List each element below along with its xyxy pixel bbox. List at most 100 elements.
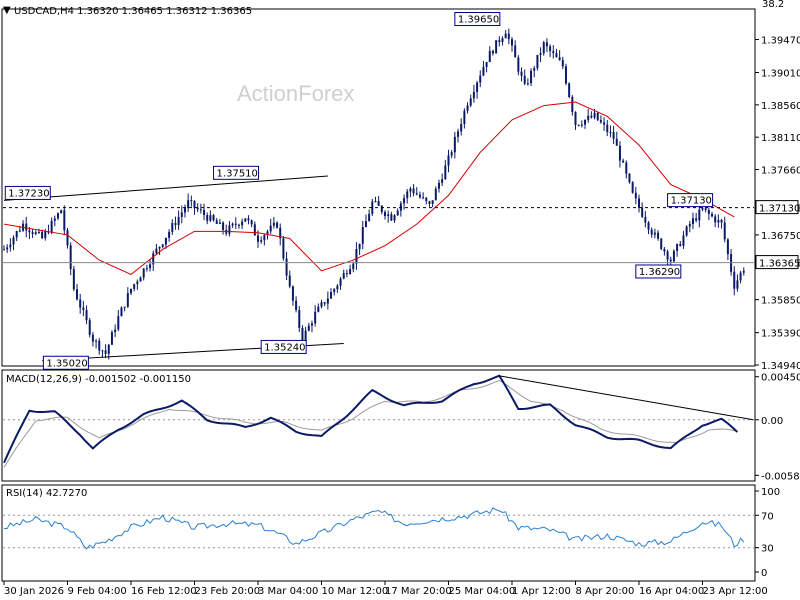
candle-body	[520, 71, 523, 76]
candle-body	[587, 115, 590, 120]
candle-body	[114, 329, 117, 333]
chart-title: USDCAD,H4 1.36320 1.36465 1.36312 1.3636…	[14, 6, 252, 17]
candle-body	[37, 231, 40, 233]
candle-body	[599, 120, 602, 123]
candle-body	[584, 119, 587, 125]
pivot-label: 1.37130	[671, 196, 712, 207]
time-tick-label: 8 Apr 20:00	[576, 586, 635, 597]
candle-body	[742, 270, 745, 273]
candle-body	[638, 198, 640, 208]
candle-body	[647, 222, 650, 230]
candle-body	[85, 309, 88, 321]
candle-body	[56, 213, 59, 219]
price-tick-label: 1.39470	[761, 35, 800, 46]
candle-body	[69, 245, 72, 270]
candle-body	[298, 309, 301, 328]
rsi-panel	[1, 484, 756, 582]
time-tick-label: 1 Apr 12:00	[512, 586, 571, 597]
candle-body	[12, 237, 15, 245]
macd-trendline	[499, 375, 754, 421]
candle-body	[530, 70, 533, 84]
candle-body	[644, 216, 647, 223]
price-axis: 1.39470 1.39010 1.38560 1.38110 1.37660 1.371…	[755, 35, 800, 372]
candle-body	[269, 225, 272, 232]
candle-body	[549, 46, 552, 52]
candle-body	[342, 273, 345, 279]
candle-body	[203, 210, 206, 216]
candle-body	[533, 68, 536, 71]
candle-body	[107, 344, 110, 354]
candle-body	[361, 227, 364, 244]
candle-body	[190, 200, 193, 202]
candle-body	[295, 300, 298, 310]
candle-body	[555, 53, 558, 58]
candle-body	[653, 232, 656, 235]
candle-body	[701, 208, 704, 210]
candle-body	[536, 54, 539, 69]
candle-body	[580, 124, 583, 126]
candle-body	[384, 211, 386, 216]
macd-signal-line	[3, 379, 738, 468]
dropdown-arrow-icon[interactable]: ▼	[3, 5, 11, 16]
candle-body	[60, 210, 63, 214]
candle-body	[463, 110, 466, 124]
candle-body	[695, 218, 698, 221]
rsi-tick-label: 0	[761, 568, 767, 579]
candle-body	[615, 138, 618, 146]
candle-body	[707, 209, 710, 214]
rsi-tick-label: 30	[761, 544, 774, 555]
candle-body	[6, 247, 9, 250]
macd-tick-label: 0.00	[761, 416, 783, 427]
candle-body	[393, 215, 396, 221]
candle-body	[558, 57, 561, 60]
candle-body	[403, 198, 406, 204]
candle-body	[130, 288, 132, 294]
price-tick-label: 1.36750	[761, 231, 800, 242]
channel-upper-line	[3, 175, 328, 201]
candle-body	[72, 269, 75, 290]
candle-body	[158, 246, 161, 249]
candle-body	[390, 214, 393, 221]
candle-body	[28, 230, 31, 233]
current-price-label: 1.36365	[759, 259, 800, 270]
candle-body	[545, 42, 548, 47]
candle-body	[237, 224, 240, 226]
candle-body	[387, 214, 390, 216]
time-tick-label: 3 Mar 04:00	[258, 586, 318, 597]
candle-body	[552, 51, 555, 54]
price-tick-label: 1.35390	[761, 329, 800, 340]
candle-body	[336, 285, 339, 290]
candle-body	[444, 165, 447, 180]
pivot-label: 1.37510	[217, 168, 258, 179]
candle-body	[631, 182, 634, 193]
rsi-title: RSI(14) 42.7270	[6, 488, 87, 499]
macd-axis: 0.004507 0.00 -0.005813	[755, 373, 800, 482]
candle-body	[253, 224, 256, 236]
candle-body	[425, 197, 428, 202]
candle-body	[457, 131, 460, 137]
candle-body	[171, 223, 174, 232]
candle-body	[495, 40, 498, 54]
candle-body	[507, 33, 510, 40]
candle-body	[622, 160, 625, 163]
candle-body	[561, 59, 564, 67]
candle-body	[41, 231, 44, 239]
price-tick-label: 1.34940	[761, 361, 800, 372]
candle-body	[669, 259, 672, 262]
candle-body	[479, 75, 482, 83]
candle-body	[590, 115, 593, 118]
rsi-line	[3, 507, 745, 550]
candle-body	[418, 194, 421, 198]
candle-body	[82, 307, 85, 310]
candle-body	[161, 244, 164, 247]
price-tick-label: 1.38560	[761, 101, 800, 112]
candle-body	[330, 292, 333, 299]
candle-body	[307, 325, 310, 331]
candle-body	[488, 50, 491, 63]
candle-body	[736, 280, 739, 289]
candle-body	[504, 33, 507, 39]
candle-body	[133, 284, 136, 289]
pivot-box	[42, 355, 89, 370]
macd-tick-label: 0.004507	[761, 373, 800, 384]
